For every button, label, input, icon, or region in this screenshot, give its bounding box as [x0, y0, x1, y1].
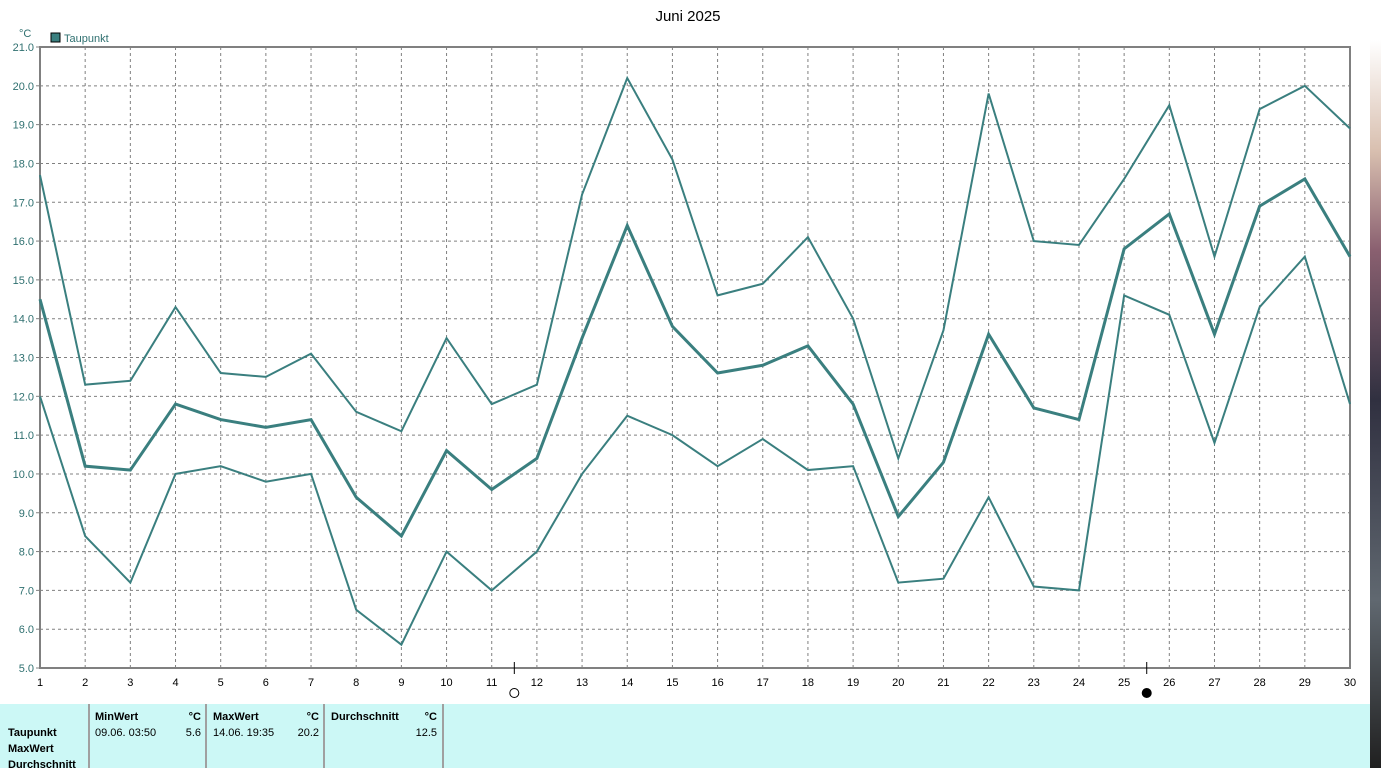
x-tick-label: 13 — [576, 677, 588, 689]
y-tick-label: 5.0 — [19, 663, 34, 675]
row-label-taupunkt: Taupunkt — [8, 727, 57, 739]
x-tick-label: 29 — [1299, 677, 1311, 689]
x-tick-label: 30 — [1344, 677, 1356, 689]
y-tick-label: 12.0 — [13, 391, 34, 403]
full-moon-icon — [509, 688, 520, 698]
avg-value: 12.5 — [415, 727, 437, 739]
min-date: 09.06. 03:50 — [95, 727, 157, 739]
new-moon-icon — [1141, 688, 1152, 698]
max-unit: °C — [306, 711, 319, 723]
y-tick-label: 9.0 — [19, 508, 34, 520]
series-line-3 — [39, 254, 1351, 647]
y-tick-label: 7.0 — [19, 585, 34, 597]
min-unit: °C — [188, 711, 201, 723]
dewpoint-chart: Juni 2025 °C Taupunkt 1 2 3 4 5 6 7 8 9 10 11 12 13 1… — [13, 8, 1356, 698]
y-tick-label: 8.0 — [19, 547, 34, 559]
y-tick-label: 6.0 — [19, 624, 34, 636]
min-value: 5.6 — [185, 727, 201, 739]
x-tick-label: 4 — [172, 677, 178, 689]
x-tick-label: 5 — [218, 677, 224, 689]
x-tick-label: 1 — [37, 677, 43, 689]
x-tick-label: 21 — [937, 677, 949, 689]
x-tick-label: 7 — [308, 677, 314, 689]
x-tick-label: 12 — [531, 677, 543, 689]
y-tick-label: 14.0 — [13, 314, 34, 326]
x-tick-label: 27 — [1208, 677, 1220, 689]
x-tick-label: 19 — [847, 677, 859, 689]
y-tick-label: 21.0 — [13, 42, 34, 54]
x-tick-label: 18 — [802, 677, 814, 689]
x-tick-label: 2 — [82, 677, 88, 689]
x-tick-label: 8 — [353, 677, 359, 689]
max-header: MaxWert — [213, 711, 259, 723]
x-tick-label: 6 — [263, 677, 269, 689]
x-tick-label: 20 — [892, 677, 904, 689]
desktop-background-strip — [1370, 0, 1381, 768]
x-tick-label: 28 — [1254, 677, 1266, 689]
y-tick-label: 18.0 — [13, 158, 34, 170]
chart-title: Juni 2025 — [655, 8, 720, 25]
y-tick-label: 16.0 — [13, 236, 34, 248]
avg-unit: °C — [424, 711, 437, 723]
statistics-table: Taupunkt MaxWert Durchschnitt MinWert °C… — [0, 704, 1370, 771]
x-tick-label: 25 — [1118, 677, 1130, 689]
x-tick-label: 3 — [127, 677, 133, 689]
y-tick-label: 13.0 — [13, 353, 34, 365]
y-tick-label: 19.0 — [13, 120, 34, 132]
x-tick-label: 16 — [711, 677, 723, 689]
legend-swatch — [50, 32, 61, 43]
x-tick-label: 10 — [440, 677, 452, 689]
max-value: 20.2 — [297, 727, 319, 739]
x-tick-label: 26 — [1163, 677, 1175, 689]
row-label-maxwert: MaxWert — [8, 743, 54, 755]
row-label-durchschnitt: Durchschnitt — [8, 759, 76, 771]
x-tick-label: 17 — [757, 677, 769, 689]
legend-label: Taupunkt — [64, 33, 109, 45]
series-line-2 — [38, 176, 1352, 539]
series-line-1 — [39, 75, 1351, 462]
y-tick-label: 11.0 — [13, 430, 34, 442]
y-tick-label: 20.0 — [13, 81, 34, 93]
max-date: 14.06. 19:35 — [213, 727, 275, 739]
x-tick-label: 14 — [621, 677, 633, 689]
x-tick-label: 22 — [982, 677, 994, 689]
y-tick-label: 10.0 — [13, 469, 34, 481]
avg-header: Durchschnitt — [331, 711, 399, 723]
x-tick-label: 23 — [1028, 677, 1040, 689]
x-tick-label: 11 — [486, 677, 497, 689]
y-tick-label: 17.0 — [13, 197, 34, 209]
x-tick-label: 24 — [1073, 677, 1085, 689]
x-tick-label: 15 — [666, 677, 678, 689]
min-header: MinWert — [95, 711, 139, 723]
y-tick-label: 15.0 — [13, 275, 34, 287]
x-tick-label: 9 — [398, 677, 404, 689]
y-axis-unit: °C — [19, 28, 31, 40]
